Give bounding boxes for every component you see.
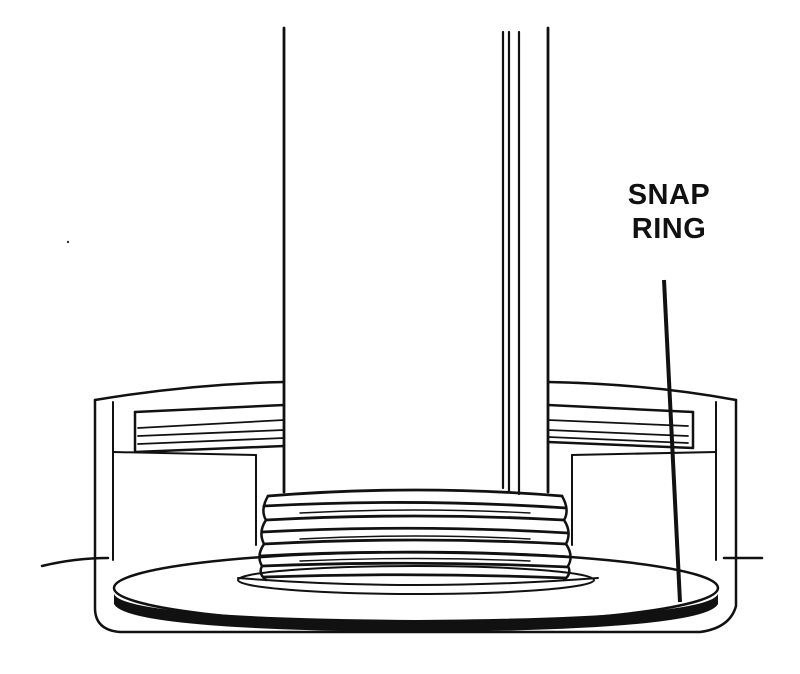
callout-leader-line <box>662 279 682 603</box>
threads <box>237 488 599 586</box>
callout-line-2: RING <box>631 213 707 245</box>
shaft <box>282 26 550 496</box>
callout-line-1: SNAP <box>627 179 711 211</box>
speck <box>66 240 70 244</box>
surface-line <box>40 556 764 568</box>
snap-ring-callout-label: SNAP RING <box>604 178 734 246</box>
housing <box>93 380 738 634</box>
